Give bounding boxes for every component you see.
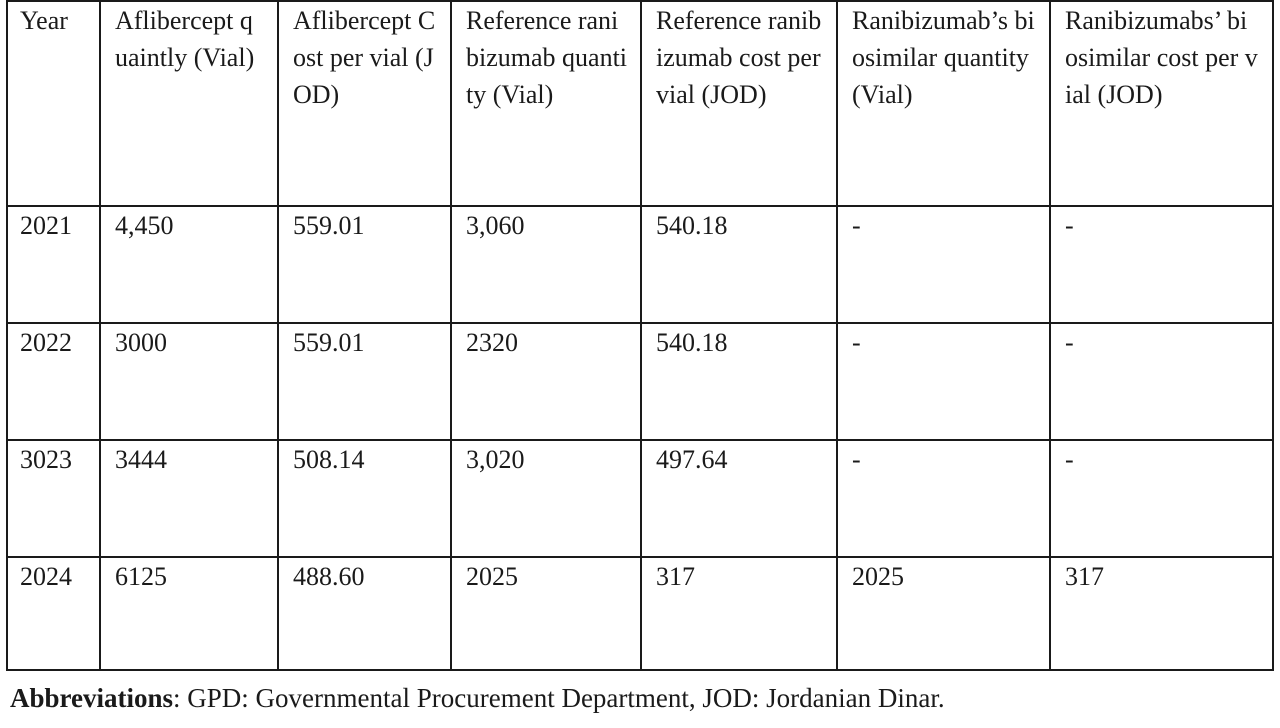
table-cell: 3444 (99, 439, 279, 558)
footnote-text: : GPD: Governmental Procurement Departme… (173, 683, 945, 713)
table-cell: - (836, 205, 1051, 324)
table-cell: 3,020 (450, 439, 642, 558)
table-cell: - (836, 439, 1051, 558)
table-cell-year: 2024 (6, 556, 101, 671)
header-cell-aflibercept-quantity: Aflibercept quaintly (Vial) (99, 0, 279, 207)
table-cell: - (1049, 439, 1274, 558)
header-cell-year: Year (6, 0, 101, 207)
table-cell: 497.64 (640, 439, 838, 558)
table-footnote: Abbreviations: GPD: Governmental Procure… (10, 681, 945, 716)
table-cell: - (1049, 205, 1274, 324)
header-cell-aflibercept-cost: Aflibercept Cost per vial (JOD) (277, 0, 452, 207)
header-cell-biosimilar-quantity: Ranibizumab’s biosimilar quantity (Vial) (836, 0, 1051, 207)
table-cell: 3000 (99, 322, 279, 441)
table-cell: 2025 (836, 556, 1051, 671)
table-cell: 540.18 (640, 322, 838, 441)
table-cell: 540.18 (640, 205, 838, 324)
procurement-table: Year Aflibercept quaintly (Vial) Afliber… (6, 0, 1274, 671)
table-cell: 508.14 (277, 439, 452, 558)
table-cell: 559.01 (277, 205, 452, 324)
header-cell-ranibizumab-cost: Reference ranibizumab cost per vial (JOD… (640, 0, 838, 207)
table-row: 2024 6125 488.60 2025 317 2025 317 (6, 556, 1274, 671)
footnote-label: Abbreviations (10, 683, 174, 713)
table-cell-year: 3023 (6, 439, 101, 558)
table-cell: 488.60 (277, 556, 452, 671)
procurement-table-container: Year Aflibercept quaintly (Vial) Afliber… (6, 0, 1274, 671)
table-cell: 317 (640, 556, 838, 671)
table-cell: 3,060 (450, 205, 642, 324)
table-cell: 2025 (450, 556, 642, 671)
table-header-row: Year Aflibercept quaintly (Vial) Afliber… (6, 0, 1274, 207)
table-cell: 559.01 (277, 322, 452, 441)
table-cell: 2320 (450, 322, 642, 441)
table-cell: - (1049, 322, 1274, 441)
table-cell-year: 2022 (6, 322, 101, 441)
header-cell-ranibizumab-quantity: Reference ranibizumab quantity (Vial) (450, 0, 642, 207)
table-row: 3023 3444 508.14 3,020 497.64 - - (6, 439, 1274, 558)
table-row: 2022 3000 559.01 2320 540.18 - - (6, 322, 1274, 441)
table-cell: - (836, 322, 1051, 441)
table-cell: 317 (1049, 556, 1274, 671)
table-cell: 6125 (99, 556, 279, 671)
header-cell-biosimilar-cost: Ranibizumabs’ biosimilar cost per vial (… (1049, 0, 1274, 207)
table-row: 2021 4,450 559.01 3,060 540.18 - - (6, 205, 1274, 324)
table-cell: 4,450 (99, 205, 279, 324)
table-cell-year: 2021 (6, 205, 101, 324)
